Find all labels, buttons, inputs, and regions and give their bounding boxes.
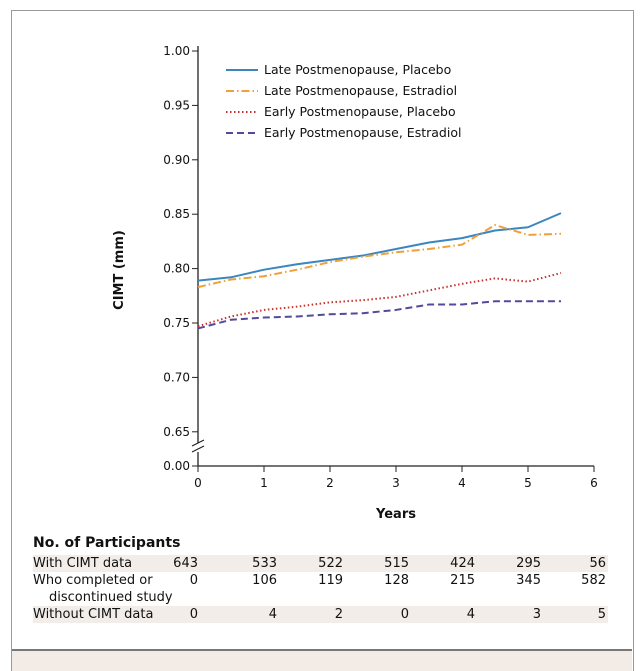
- row-label: discontinued study: [49, 590, 173, 605]
- row-value: 4: [466, 607, 475, 622]
- row-value: 424: [450, 556, 475, 571]
- row-value: 0: [400, 607, 409, 622]
- participants-title: No. of Participants: [33, 535, 181, 551]
- row-value: 4: [268, 607, 277, 622]
- row-value: 0: [189, 573, 198, 588]
- y-tick-label: 0.95: [163, 98, 190, 112]
- row-value: 345: [516, 573, 541, 588]
- footer-bar: [12, 649, 632, 671]
- row-value: 643: [173, 556, 198, 571]
- y-tick-label: 0.70: [163, 370, 190, 384]
- y-tick-label: 1.00: [163, 44, 190, 58]
- legend-label-2: Early Postmenopause, Placebo: [264, 104, 456, 119]
- row-value: 215: [450, 573, 475, 588]
- series-line-3: [197, 300, 561, 330]
- row-value: 2: [334, 607, 343, 622]
- x-axis-label: Years: [375, 507, 416, 522]
- row-value: 3: [532, 607, 541, 622]
- y-tick-label: 0.80: [163, 262, 190, 276]
- row-value: 295: [516, 556, 541, 571]
- x-tick-label: 1: [260, 476, 268, 490]
- y-tick-label: 0.00: [163, 459, 190, 473]
- row-value: 56: [589, 556, 606, 571]
- row-value: 582: [581, 573, 606, 588]
- series-line-0: [197, 212, 562, 282]
- y-tick-label: 0.75: [163, 316, 190, 330]
- y-axis-label: CIMT (mm): [112, 230, 127, 310]
- legend-label-1: Late Postmenopause, Estradiol: [264, 83, 457, 98]
- x-tick-label: 5: [524, 476, 532, 490]
- participants-table: No. of Participants With CIMT data 643 533…: [33, 535, 608, 623]
- legend-label-0: Late Postmenopause, Placebo: [264, 62, 451, 77]
- x-tick-label: 6: [590, 476, 598, 490]
- row-label: With CIMT data: [33, 556, 133, 571]
- x-tick-label: 0: [194, 476, 202, 490]
- series-line-2: [197, 271, 562, 328]
- row-value: 5: [597, 607, 606, 622]
- row-value: 0: [189, 607, 198, 622]
- y-tick-label: 0.90: [163, 153, 190, 167]
- row-value: 533: [252, 556, 277, 571]
- y-tick-label: 0.85: [163, 207, 190, 221]
- participants-row: Without CIMT data 0 4 2 0 4 3 5: [33, 606, 608, 623]
- row-value: 522: [318, 556, 343, 571]
- row-value: 515: [384, 556, 409, 571]
- x-tick-label: 2: [326, 476, 334, 490]
- participants-row: With CIMT data 643 533 522 515 424 295 56: [33, 555, 608, 572]
- row-value: 128: [384, 573, 409, 588]
- figure-frame: [11, 10, 634, 671]
- row-value: 119: [318, 573, 343, 588]
- series-line-1: [197, 224, 562, 289]
- row-label: Who completed or: [33, 573, 153, 588]
- row-value: 106: [252, 573, 277, 588]
- participants-row: discontinued study: [33, 589, 608, 606]
- x-tick-label: 4: [458, 476, 466, 490]
- row-label: Without CIMT data: [33, 607, 154, 622]
- y-tick-label: 0.65: [163, 425, 190, 439]
- axis-break-icon: [191, 439, 205, 453]
- x-tick-label: 3: [392, 476, 400, 490]
- participants-row: Who completed or 0 106 119 128 215 345 582: [33, 572, 608, 589]
- legend-label-3: Early Postmenopause, Estradiol: [264, 125, 461, 140]
